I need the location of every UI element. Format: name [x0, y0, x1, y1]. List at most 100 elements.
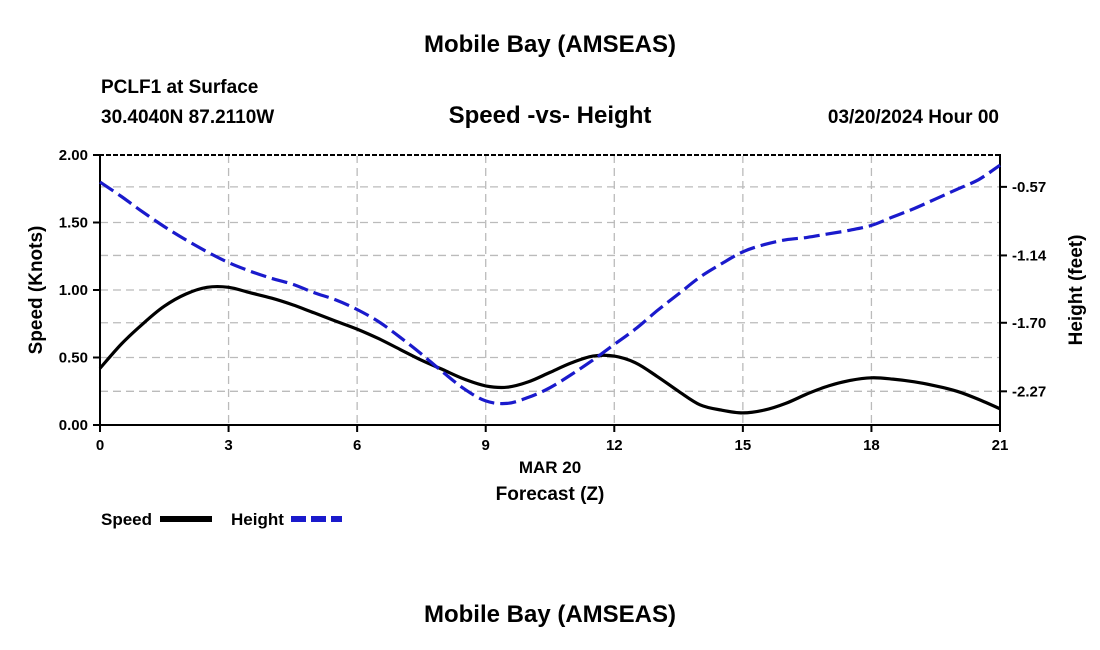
top-border-dot [937, 154, 939, 156]
y-axis-right-title: Height (feet) [1066, 235, 1087, 346]
top-border-dot [328, 154, 330, 156]
y-right-tick-label: -0.57 [1012, 179, 1046, 196]
top-border-dot [797, 154, 799, 156]
legend-height-label: Height [231, 510, 284, 529]
top-border-dot [993, 154, 995, 156]
top-border-dot [398, 154, 400, 156]
top-border-dot [965, 154, 967, 156]
top-border-dot [804, 154, 806, 156]
x-tick-label: 9 [482, 437, 490, 454]
top-border-dot [909, 154, 911, 156]
top-border-dot [594, 154, 596, 156]
top-border-dot [237, 154, 239, 156]
top-border-dot [335, 154, 337, 156]
top-border-dot [475, 154, 477, 156]
top-border-dot [853, 154, 855, 156]
top-border-dot [867, 154, 869, 156]
page-title: Mobile Bay (AMSEAS) [423, 31, 677, 58]
top-border-dot [419, 154, 421, 156]
top-border-dot [727, 154, 729, 156]
top-border-dot [454, 154, 456, 156]
top-border-dot [370, 154, 372, 156]
top-border-dot [314, 154, 316, 156]
top-border-dot [559, 154, 561, 156]
top-border-dot [552, 154, 554, 156]
series-line-height [99, 163, 1001, 406]
x-tick-label: 0 [96, 437, 104, 454]
top-border-dot [601, 154, 603, 156]
top-border-dot [377, 154, 379, 156]
top-border-dot [678, 154, 680, 156]
y-left-tick-label: 2.00 [59, 147, 88, 164]
top-border-dot [307, 154, 309, 156]
x-tick-label: 12 [606, 437, 623, 454]
top-border-dot [951, 154, 953, 156]
top-border-dot [657, 154, 659, 156]
top-border-dot [958, 154, 960, 156]
top-border-dot [692, 154, 694, 156]
top-border-dot [916, 154, 918, 156]
top-border-dot [272, 154, 274, 156]
top-border-dot [356, 154, 358, 156]
top-border-dot [615, 154, 617, 156]
top-border-dot [580, 154, 582, 156]
top-border-dot [125, 154, 127, 156]
x-axis-title: Forecast (Z) [496, 484, 605, 505]
y-right-tick-label: -1.70 [1012, 315, 1046, 332]
top-border-dot [776, 154, 778, 156]
top-border-dot [881, 154, 883, 156]
top-border-dot [223, 154, 225, 156]
top-border-dot [258, 154, 260, 156]
top-border-dot [391, 154, 393, 156]
top-border-dot [818, 154, 820, 156]
y-left-tick-label: 1.50 [59, 215, 88, 232]
top-border-dot [923, 154, 925, 156]
top-border-dot [762, 154, 764, 156]
plot-top-border-dots [104, 154, 995, 156]
x-tick-label: 21 [992, 437, 1009, 454]
top-border-dot [699, 154, 701, 156]
top-border-dot [713, 154, 715, 156]
top-border-dot [783, 154, 785, 156]
top-border-dot [629, 154, 631, 156]
y-left-tick-label: 0.00 [59, 417, 88, 434]
top-border-dot [181, 154, 183, 156]
y-axis-left-title: Speed (Knots) [26, 226, 47, 355]
top-border-dot [986, 154, 988, 156]
top-border-dot [265, 154, 267, 156]
top-border-dot [412, 154, 414, 156]
top-border-dot [566, 154, 568, 156]
top-border-dot [146, 154, 148, 156]
top-border-dot [342, 154, 344, 156]
top-border-dot [195, 154, 197, 156]
top-border-dot [384, 154, 386, 156]
top-border-dot [118, 154, 120, 156]
top-border-dot [132, 154, 134, 156]
top-border-dot [433, 154, 435, 156]
top-border-dot [664, 154, 666, 156]
top-border-dot [825, 154, 827, 156]
top-border-dot [293, 154, 295, 156]
top-border-dot [790, 154, 792, 156]
top-border-dot [846, 154, 848, 156]
top-border-dot [174, 154, 176, 156]
y-axis-left-ticks: 0.00 0.50 1.00 1.50 2.00 [59, 147, 100, 434]
station-label: PCLF1 at Surface [101, 77, 259, 98]
top-border-dot [741, 154, 743, 156]
top-border-dot [874, 154, 876, 156]
x-axis-date-label: MAR 20 [519, 458, 581, 477]
top-border-dot [349, 154, 351, 156]
footer-title: Mobile Bay (AMSEAS) [423, 601, 677, 628]
top-border-dot [279, 154, 281, 156]
top-border-dot [573, 154, 575, 156]
x-tick-label: 18 [863, 437, 880, 454]
top-border-dot [209, 154, 211, 156]
chart-grid [100, 155, 1000, 425]
x-axis-ticks: 0 3 6 9 12 15 18 21 [96, 425, 1009, 454]
top-border-dot [587, 154, 589, 156]
top-border-dot [769, 154, 771, 156]
top-border-dot [832, 154, 834, 156]
chart-title: Speed -vs- Height [448, 102, 652, 129]
series-layer [98, 163, 1001, 415]
